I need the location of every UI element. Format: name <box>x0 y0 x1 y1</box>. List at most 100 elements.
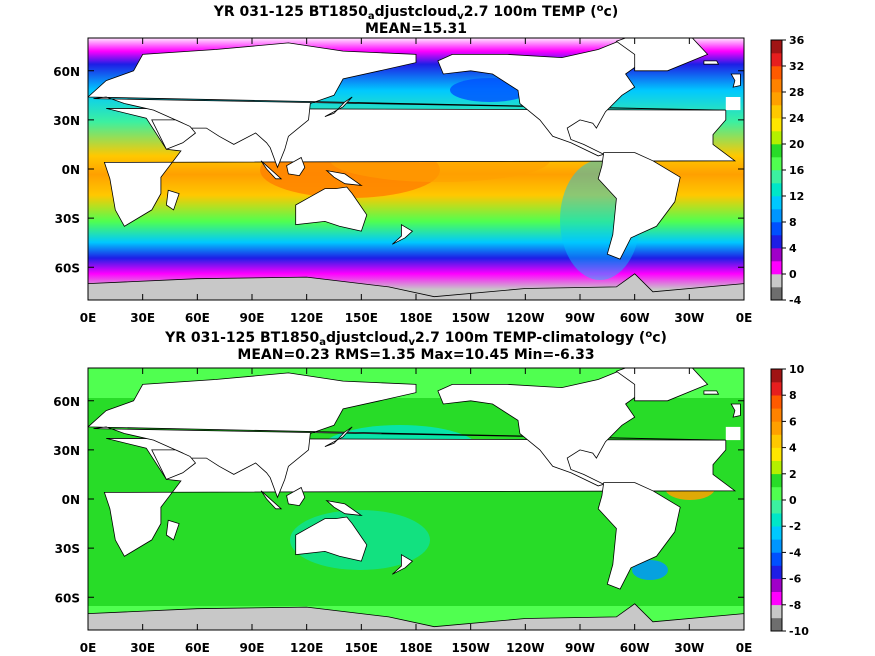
x-tick-label: 90E <box>240 311 265 325</box>
colorbar-tick-label: 20 <box>789 138 805 151</box>
y-tick-label: 0N <box>62 493 80 507</box>
bottom-colorbar: 10 8 6 4 2 0 -2 -4 -6 -8 -10 <box>770 363 809 638</box>
y-tick-label: 60N <box>53 65 80 79</box>
colorbar-swatch <box>771 235 782 249</box>
x-tick-label: 0E <box>80 641 97 655</box>
y-tick-label: 0N <box>62 163 80 177</box>
bottom-y-axis: 60N 30N 0N 30S 60S <box>53 395 744 605</box>
y-tick-label: 30S <box>55 212 80 226</box>
land-eurasia <box>88 372 726 499</box>
land-iceland <box>703 60 720 65</box>
x-tick-label: 90W <box>565 311 595 325</box>
bottom-land-mask <box>88 368 744 630</box>
x-tick-label: 120E <box>290 641 323 655</box>
land-sumatra <box>260 490 283 510</box>
y-tick-label: 60N <box>53 395 80 409</box>
colorbar-swatch <box>771 105 782 119</box>
colorbar-tick-label: 2 <box>789 468 797 481</box>
colorbar-tick-label: 12 <box>789 190 804 203</box>
bottom-stats: MEAN=0.23 RMS=1.35 Max=10.45 Min=-6.33 <box>237 347 595 363</box>
colorbar-swatch <box>771 565 782 579</box>
x-tick-label: 60E <box>185 311 210 325</box>
land-north-america <box>437 368 654 487</box>
colorbar-swatch <box>771 604 782 619</box>
x-tick-label: 120E <box>290 311 323 325</box>
x-tick-label: 150W <box>452 311 490 325</box>
x-tick-label: 30E <box>130 311 155 325</box>
land-madagascar <box>165 519 180 541</box>
land-japan <box>324 96 353 117</box>
colorbar-swatch <box>771 66 782 80</box>
colorbar-tick-label: -2 <box>789 520 801 533</box>
x-tick-label: 90W <box>565 641 595 655</box>
land-arabia <box>151 119 197 150</box>
top-land-mask <box>88 38 744 300</box>
colorbar-swatch <box>771 382 782 396</box>
x-tick-label: 60W <box>620 641 650 655</box>
colorbar-tick-label: 36 <box>789 34 805 47</box>
land-new-zealand <box>392 553 414 575</box>
colorbar-tick-label: 6 <box>789 415 797 428</box>
colorbar-tick-label: -4 <box>789 294 802 307</box>
colorbar-tick-label: 0 <box>789 268 797 281</box>
colorbar-swatch <box>771 421 782 435</box>
colorbar-swatch <box>771 209 782 223</box>
colorbar-swatch <box>771 591 782 606</box>
colorbar-swatch <box>771 486 782 501</box>
land-iceland <box>703 390 720 395</box>
land-iberia <box>725 97 741 111</box>
land-antarctica <box>88 603 744 630</box>
colorbar-tick-label: 0 <box>789 494 797 507</box>
land-indonesia-borneo <box>286 486 306 507</box>
colorbar-tick-label: 24 <box>789 112 805 125</box>
land-uk <box>730 403 741 418</box>
bottom-malvinas-cold <box>632 560 668 580</box>
x-tick-label: 60W <box>620 311 650 325</box>
x-tick-label: 90E <box>240 641 265 655</box>
land-japan <box>324 426 353 447</box>
colorbar-tick-label: 16 <box>789 164 805 177</box>
colorbar-swatch <box>771 287 782 301</box>
land-uk <box>730 73 741 88</box>
colorbar-tick-label: -4 <box>789 546 802 559</box>
y-tick-label: 30S <box>55 542 80 556</box>
bottom-map-panel: 0E 30E 60E 90E 120E 150E 180E 150W 120W 90W 60W 30W… <box>53 363 809 655</box>
colorbar-swatch <box>771 222 782 236</box>
colorbar-swatch <box>771 196 782 210</box>
colorbar-swatch <box>771 578 782 592</box>
x-tick-label: 120W <box>506 311 544 325</box>
land-new-guinea <box>325 499 363 516</box>
colorbar-tick-label: 8 <box>789 216 797 229</box>
colorbar-swatch <box>771 261 782 275</box>
colorbar-tick-label: 8 <box>789 389 797 402</box>
colorbar-swatch <box>771 526 782 540</box>
x-tick-label: 0E <box>736 641 753 655</box>
colorbar-tick-label: 10 <box>789 363 805 376</box>
y-tick-label: 60S <box>55 261 80 275</box>
x-tick-label: 0E <box>736 311 753 325</box>
x-tick-label: 60E <box>185 641 210 655</box>
colorbar-swatch <box>771 157 782 171</box>
land-north-america <box>437 38 654 157</box>
colorbar-swatch <box>771 617 782 632</box>
land-australia <box>295 516 368 562</box>
top-map-panel: 0E 30E 60E 90E 120E 150E 180E 150W 120W 90W 60W 30W… <box>53 34 804 325</box>
colorbar-swatch <box>771 447 782 461</box>
colorbar-tick-label: -10 <box>789 625 809 638</box>
land-arabia <box>151 449 197 480</box>
land-eurasia <box>88 42 726 169</box>
land-new-guinea <box>325 169 363 186</box>
colorbar-swatch <box>771 539 782 553</box>
land-antarctica <box>88 273 744 300</box>
top-x-axis: 0E 30E 60E 90E 120E 150E 180E 150W 120W 90W 60W 30W… <box>80 38 753 325</box>
colorbar-swatch <box>771 248 782 262</box>
colorbar-swatch <box>771 434 782 448</box>
y-tick-label: 60S <box>55 591 80 605</box>
colorbar-swatch <box>771 131 782 145</box>
x-tick-label: 0E <box>80 311 97 325</box>
colorbar-swatch <box>771 552 782 566</box>
land-australia <box>295 186 368 232</box>
colorbar-swatch <box>771 274 782 288</box>
x-tick-label: 120W <box>506 641 544 655</box>
